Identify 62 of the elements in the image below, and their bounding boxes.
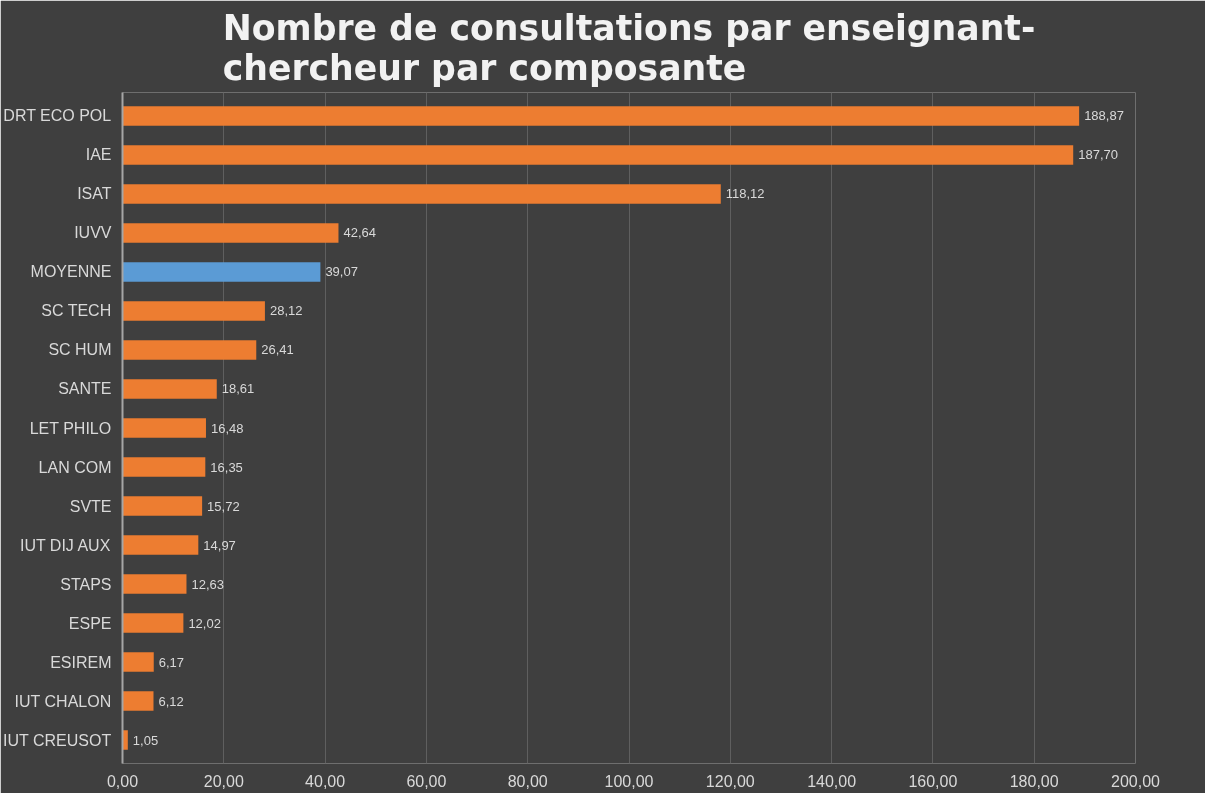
data-label: 187,70 <box>1078 147 1118 163</box>
y-tick-label: SC TECH <box>41 302 112 320</box>
y-tick-label: IUVV <box>74 224 112 242</box>
bar <box>122 457 206 477</box>
bar <box>122 106 1080 126</box>
bar <box>122 301 265 321</box>
y-tick-label: IUT DIJ AUX <box>19 536 111 554</box>
y-tick-label: ESIREM <box>50 653 112 671</box>
data-label: 12,02 <box>188 615 221 631</box>
x-tick-label: 180,00 <box>1009 772 1059 790</box>
bar <box>122 496 203 516</box>
data-label: 28,12 <box>269 303 303 319</box>
x-tick-label: 100,00 <box>604 772 654 790</box>
data-label: 118,12 <box>725 186 765 202</box>
bar <box>122 379 217 399</box>
y-tick-label: LAN COM <box>38 458 112 476</box>
data-label: 26,41 <box>261 342 294 358</box>
bar <box>122 691 154 711</box>
x-tick-label: 160,00 <box>908 772 958 790</box>
x-tick-label: 80,00 <box>507 772 548 790</box>
data-label: 39,07 <box>325 264 358 280</box>
x-tick-label: 20,00 <box>203 772 244 790</box>
chart-title: Nombre de consultations par enseignant-chercheur par composante <box>222 7 1036 88</box>
bar <box>122 652 154 672</box>
bar <box>122 223 339 243</box>
y-tick-label: DRT ECO POL <box>3 107 112 125</box>
bar <box>122 535 199 555</box>
bar <box>122 418 206 438</box>
y-tick-label: SC HUM <box>48 341 112 359</box>
data-label: 188,87 <box>1084 108 1124 124</box>
y-tick-label: STAPS <box>60 575 112 593</box>
data-label: 6,17 <box>158 654 185 670</box>
data-label: 18,61 <box>221 381 255 397</box>
x-tick-label: 140,00 <box>807 772 857 790</box>
x-tick-label: 0,00 <box>106 772 139 790</box>
bar <box>122 340 257 360</box>
bar <box>122 574 187 594</box>
data-label: 14,97 <box>203 537 236 553</box>
y-tick-label: LET PHILO <box>29 419 112 437</box>
bar <box>122 184 721 204</box>
data-label: 12,63 <box>191 576 225 592</box>
y-tick-label: MOYENNE <box>30 263 112 281</box>
y-tick-label: IUT CHALON <box>14 692 112 710</box>
y-tick-label: ISAT <box>77 185 112 203</box>
data-label: 42,64 <box>343 225 377 241</box>
data-label: 16,35 <box>210 459 243 475</box>
bar <box>122 145 1074 165</box>
y-tick-label: SVTE <box>69 497 112 515</box>
bar <box>122 613 184 633</box>
data-label: 16,48 <box>210 420 244 436</box>
y-tick-label: IUT CREUSOT <box>3 731 112 749</box>
x-tick-label: 120,00 <box>705 772 755 790</box>
x-tick-label: 200,00 <box>1111 772 1161 790</box>
y-tick-label: IAE <box>85 146 112 164</box>
data-label: 15,72 <box>207 498 240 514</box>
x-tick-label: 60,00 <box>406 772 447 790</box>
y-tick-label: ESPE <box>68 614 112 632</box>
data-label: 1,05 <box>132 732 159 748</box>
data-label: 6,12 <box>158 693 184 709</box>
x-tick-label: 40,00 <box>305 772 346 790</box>
y-tick-label: SANTE <box>58 380 112 398</box>
bar <box>122 262 321 282</box>
